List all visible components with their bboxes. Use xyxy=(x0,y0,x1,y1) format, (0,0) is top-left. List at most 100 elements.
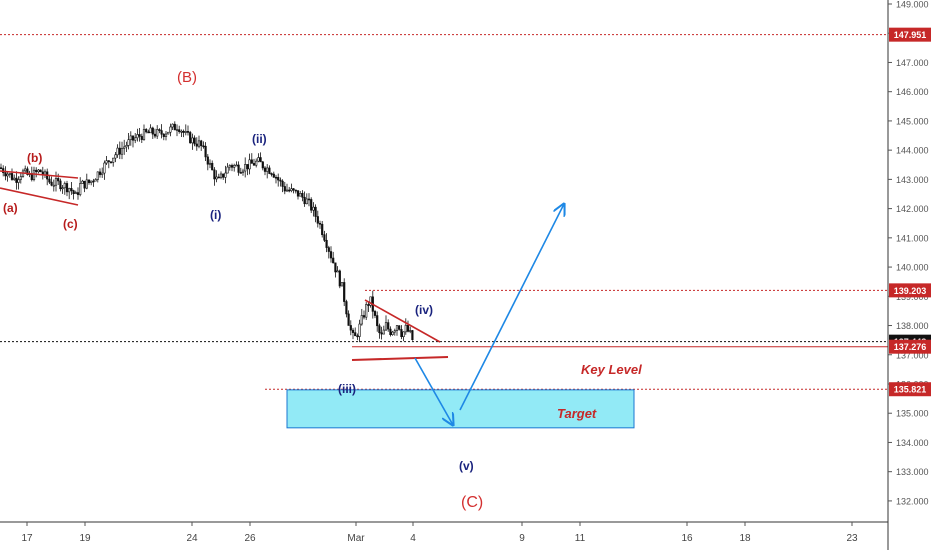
candle-body xyxy=(94,179,97,182)
price-badge xyxy=(889,382,931,397)
price-levels xyxy=(0,34,888,390)
y-axis-ticks[interactable]: 149.000148.000147.000146.000145.000144.0… xyxy=(888,0,929,506)
candle-body xyxy=(131,135,135,141)
x-tick-label: 24 xyxy=(186,533,198,544)
candle-body xyxy=(338,270,341,287)
candle-body xyxy=(398,325,401,330)
candle-body xyxy=(158,129,161,131)
y-tick-label: 147.000 xyxy=(896,58,929,68)
candle-body xyxy=(129,135,132,140)
candle-body xyxy=(378,325,381,334)
candle-body xyxy=(61,187,64,190)
candle-body xyxy=(39,169,42,173)
candle-body xyxy=(10,173,14,180)
candle-body xyxy=(19,176,22,180)
candle-body xyxy=(105,160,108,164)
candle-body xyxy=(96,171,99,180)
candle-body xyxy=(373,311,377,316)
candle-body xyxy=(107,160,110,163)
candle-body xyxy=(365,304,368,318)
candle-body xyxy=(222,173,225,178)
candle-body xyxy=(118,147,121,155)
candle-body xyxy=(70,188,73,191)
x-tick-label: 19 xyxy=(79,533,91,544)
candle-body xyxy=(395,325,399,331)
candle-body xyxy=(354,332,357,337)
candle-body xyxy=(120,148,124,155)
candle-body xyxy=(4,172,7,177)
candle-body xyxy=(290,188,293,192)
candle-body xyxy=(230,165,234,168)
candle-body xyxy=(79,183,82,195)
candle-body xyxy=(197,140,201,147)
candle-body xyxy=(382,329,385,335)
y-tick-label: 143.000 xyxy=(896,175,929,185)
candle-body xyxy=(303,196,306,205)
candle-body xyxy=(261,161,264,169)
candle-body xyxy=(169,126,172,133)
candle-body xyxy=(409,330,412,332)
wave-labels: (a) (b) (c) (B) (i) (ii) (iii) (iv) (v) … xyxy=(3,69,642,511)
x-axis-ticks[interactable]: 17 19 24 26 Mar 4 9 11 16 18 23 xyxy=(21,522,858,544)
candle-body xyxy=(325,239,328,248)
wave-label-B: (B) xyxy=(177,69,197,86)
candle-body xyxy=(178,129,181,132)
candle-body xyxy=(92,180,95,183)
candle-body xyxy=(356,335,359,338)
candle-body xyxy=(211,162,214,171)
candle-body xyxy=(191,137,194,144)
wave-label-a: (a) xyxy=(3,201,18,215)
x-tick-label: 23 xyxy=(846,533,858,544)
candle-body xyxy=(402,331,405,337)
price-candles xyxy=(0,121,414,343)
candle-body xyxy=(318,222,322,225)
candle-body xyxy=(6,173,9,177)
x-tick-label: 4 xyxy=(410,533,416,544)
candle-body xyxy=(195,143,198,147)
candle-body xyxy=(13,177,16,180)
candle-body xyxy=(15,177,18,183)
candle-body xyxy=(343,282,346,302)
y-tick-label: 138.000 xyxy=(896,321,929,331)
x-tick-label: 17 xyxy=(21,533,33,544)
candle-body xyxy=(184,131,187,133)
candle-body xyxy=(123,146,126,149)
x-tick-label: Mar xyxy=(347,533,365,544)
candle-body xyxy=(263,167,267,172)
candle-body xyxy=(310,199,313,211)
candle-body xyxy=(68,188,71,193)
candle-body xyxy=(112,157,115,163)
trendline-abc-lower xyxy=(0,187,79,206)
candle-body xyxy=(380,332,383,335)
candle-body xyxy=(250,159,253,164)
candle-body xyxy=(182,130,185,133)
candle-body xyxy=(32,169,36,181)
candle-body xyxy=(279,179,282,182)
candle-body xyxy=(288,189,291,192)
candle-body xyxy=(387,322,390,330)
candle-body xyxy=(384,322,388,331)
wave-label-i: (i) xyxy=(210,208,221,222)
candle-body xyxy=(347,313,350,326)
wave-label-C: (C) xyxy=(461,494,483,511)
candle-body xyxy=(59,180,62,190)
candle-body xyxy=(48,178,51,183)
candle-body xyxy=(101,172,104,175)
candle-body xyxy=(255,160,258,166)
candle-body xyxy=(336,270,339,273)
candle-body xyxy=(149,127,152,134)
y-tick-label: 146.000 xyxy=(896,87,929,97)
candle-body xyxy=(362,315,366,318)
wave-label-b: (b) xyxy=(27,151,42,165)
candle-body xyxy=(323,234,326,241)
candle-body xyxy=(332,257,335,264)
candle-body xyxy=(37,169,40,173)
candle-body xyxy=(391,331,394,335)
candle-body xyxy=(266,167,269,172)
candle-body xyxy=(136,134,139,139)
candle-body xyxy=(329,251,333,259)
price-badge-label: 137.276 xyxy=(894,342,927,352)
